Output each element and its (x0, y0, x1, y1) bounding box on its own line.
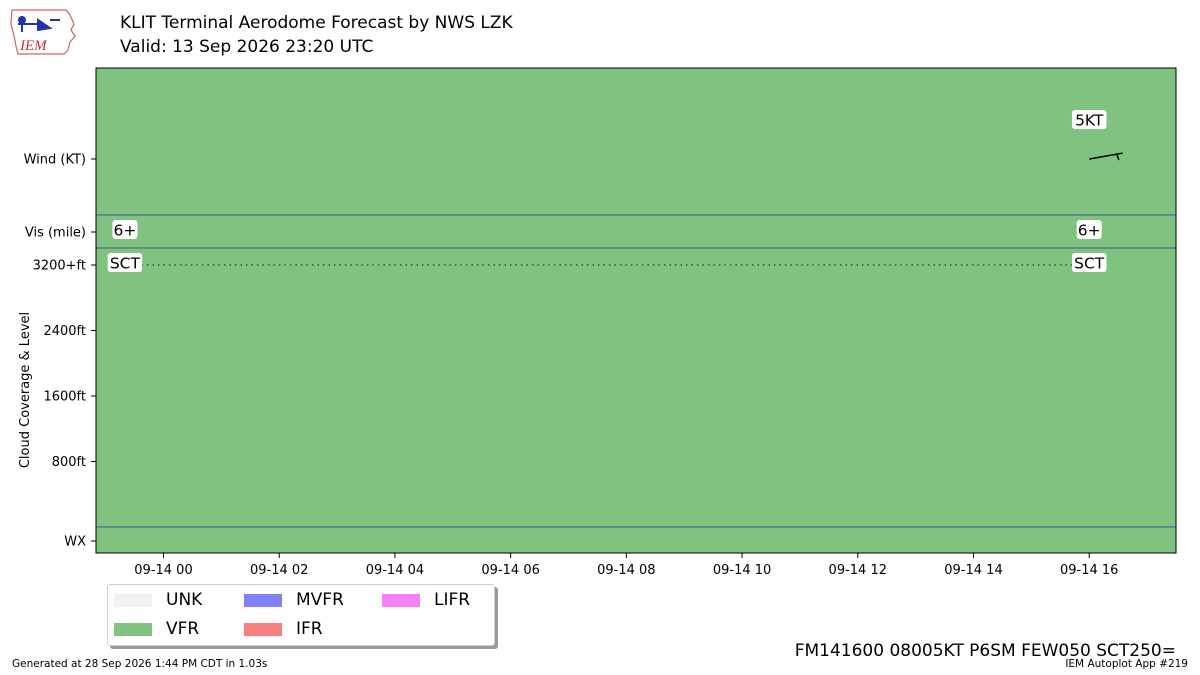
x-tick-label: 09-14 06 (481, 563, 539, 578)
cloud-cover-label: SCT (110, 255, 141, 273)
wind-speed-label: 5KT (1075, 112, 1104, 130)
vis-label-bg (112, 220, 138, 239)
x-tick-label: 09-14 02 (250, 563, 308, 578)
legend-item-mvfr: MVFR (244, 589, 344, 611)
y-tick-label: WX (64, 535, 86, 550)
vis-label-bg (1076, 220, 1102, 239)
y-tick-label: Wind (KT) (24, 153, 86, 168)
legend-swatch (114, 593, 152, 607)
y-tick-label: 1600ft (43, 390, 86, 405)
vis-label: 6+ (1078, 222, 1101, 240)
x-tick-label: 09-14 12 (829, 563, 887, 578)
x-tick-label: 09-14 08 (597, 563, 655, 578)
legend-item-unk: UNK (114, 589, 202, 611)
chart-subtitle: Valid: 13 Sep 2026 23:20 UTC (120, 37, 374, 57)
chart-marks: 6+ SCT 6+ SCT 5KT (107, 110, 1123, 273)
generated-timestamp: Generated at 28 Sep 2026 1:44 PM CDT in … (12, 658, 268, 670)
y-tick-label: 3200+ft (33, 259, 86, 274)
legend-label: IFR (296, 619, 323, 639)
plot-area (96, 68, 1176, 553)
weather-station-icon (18, 16, 60, 32)
legend-label: LIFR (434, 590, 471, 610)
x-tick-label: 09-14 04 (366, 563, 424, 578)
legend-swatch (114, 622, 152, 636)
y-axis-label: Cloud Coverage & Level (18, 312, 33, 468)
logo-text: IEM (19, 38, 48, 54)
cloud-cover-label-bg (107, 253, 143, 272)
wind-barb-flag (1116, 153, 1120, 161)
x-tick-label: 09-14 14 (944, 563, 1002, 578)
x-tick-label: 09-14 10 (713, 563, 771, 578)
y-tick-label: 800ft (52, 455, 86, 470)
y-tick-label: Vis (mile) (25, 226, 86, 241)
cloud-cover-label: SCT (1074, 255, 1105, 273)
legend-label: VFR (166, 619, 200, 639)
flight-category-span (96, 68, 1176, 553)
cloud-cover-label-bg (1071, 253, 1107, 272)
iem-logo: IEM (10, 9, 76, 55)
axes: Wind (KT) Vis (mile) 3200+ft 2400ft 1600ft 80… (18, 67, 1177, 578)
axes-frame (95, 67, 1177, 554)
legend-swatch (244, 593, 282, 607)
wind-speed-label-bg (1071, 110, 1107, 129)
y-tick-label: 2400ft (43, 324, 86, 339)
legend-item-vfr: VFR (114, 618, 199, 640)
legend-label: MVFR (296, 590, 344, 610)
legend-swatch (382, 593, 420, 607)
legend-swatch (244, 622, 282, 636)
legend-label: UNK (166, 590, 203, 610)
legend: UNK MVFR LIFR VFR IFR (107, 584, 495, 646)
raw-taf-text: FM141600 08005KT P6SM FEW050 SCT250= (794, 641, 1176, 661)
vis-label: 6+ (113, 222, 136, 240)
app-id-label: IEM Autoplot App #219 (1065, 658, 1188, 670)
x-tick-label: 09-14 00 (134, 563, 192, 578)
x-tick-label: 09-14 16 (1060, 563, 1118, 578)
legend-item-ifr: IFR (244, 618, 323, 640)
chart-title: KLIT Terminal Aerodome Forecast by NWS L… (120, 13, 513, 33)
legend-item-lifr: LIFR (382, 589, 470, 611)
